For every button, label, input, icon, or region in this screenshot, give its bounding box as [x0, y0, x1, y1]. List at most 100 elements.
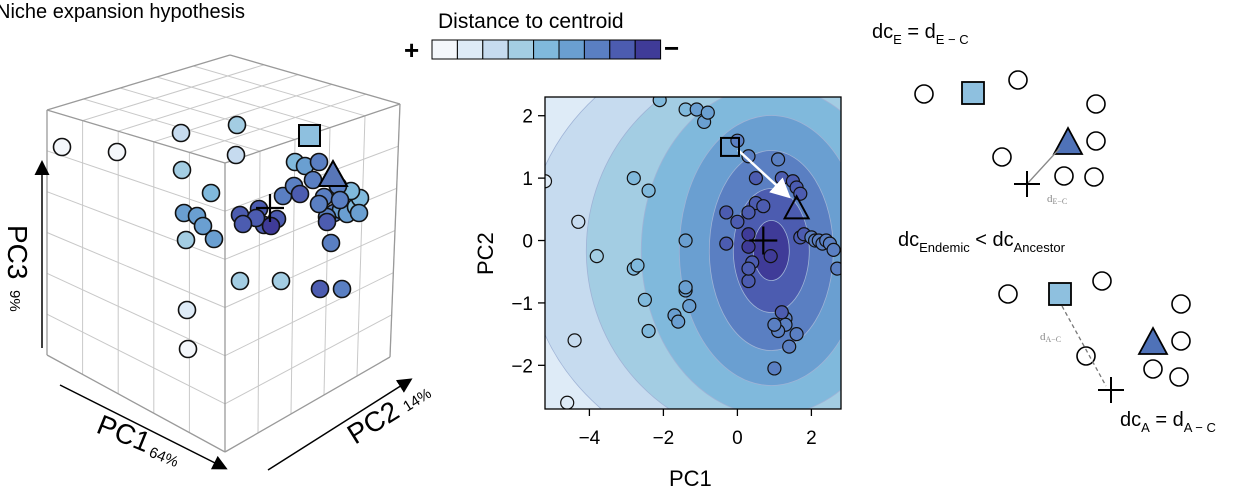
- colorbar-plus: +: [404, 35, 419, 65]
- box-grid-line: [82, 64, 265, 122]
- box-grid-line: [224, 230, 396, 308]
- pca-3d-point: [309, 194, 329, 214]
- pc2-axis-label: PC2: [342, 395, 405, 450]
- dcA-equation: dcA = dA − C: [1120, 409, 1216, 435]
- pca-2d-point: [748, 171, 764, 186]
- box-grid-line: [46, 232, 226, 308]
- pca-3d-ancestor-triangle: [317, 158, 349, 187]
- pca-3d-centroid-cross: [256, 194, 284, 222]
- box-grid-line: [118, 74, 299, 132]
- y-tick-label: −2: [511, 356, 533, 377]
- pca-2d-point: [682, 298, 697, 314]
- pca-2d-point: [637, 292, 653, 307]
- box-edge: [389, 103, 401, 358]
- pca-3d-point: [317, 212, 337, 232]
- pca-3d-point: [176, 230, 196, 250]
- pca-2d-point: [671, 314, 686, 329]
- pca-2d-point: [767, 361, 782, 376]
- schematic-point: [1092, 271, 1112, 291]
- schematic-point: [914, 84, 934, 104]
- shift-arrow: [737, 149, 791, 199]
- pc3-axis-pct: 9%: [6, 290, 23, 312]
- pca-3d-point: [52, 137, 72, 157]
- y-tick-label: 0: [522, 232, 533, 253]
- pca-2d-point: [767, 317, 782, 332]
- pca-3d-point: [204, 229, 224, 249]
- pca-3d-point: [233, 214, 253, 234]
- ancestor-triangle-marker: [1052, 126, 1084, 155]
- pca-2d-point: [741, 273, 756, 289]
- pca-2d-point: [571, 214, 586, 229]
- pca-2d-point: [641, 183, 656, 198]
- pc1-axis-label: PC1: [93, 409, 155, 458]
- pca-3d-point: [230, 271, 250, 291]
- schematic-point: [1076, 346, 1096, 366]
- box-grid-line: [156, 76, 331, 129]
- x-axis-label: PC1: [669, 466, 712, 491]
- pca-2d-special-markers: [720, 136, 811, 255]
- pca-2d-point: [560, 395, 575, 409]
- schematic-point: [1171, 294, 1191, 314]
- box-grid-line: [83, 98, 261, 152]
- x-tick-label: 2: [806, 428, 817, 449]
- pca-2d-ancestor-triangle: [782, 194, 811, 220]
- pca-2d-centroid-cross: [749, 226, 778, 255]
- box-grid-line: [120, 87, 296, 140]
- y-axis-label: PC2: [473, 232, 498, 275]
- inequality: dcEndemic < dcAncestor: [898, 229, 1066, 255]
- schematic-point: [1086, 131, 1106, 151]
- pca-3d-point: [309, 152, 329, 172]
- colorbar-swatch: [533, 39, 560, 60]
- pca-2d-point: [826, 242, 841, 257]
- pc1-arrow: [59, 384, 228, 470]
- schematic-point: [1169, 367, 1189, 387]
- pca-3d-points: [52, 115, 370, 359]
- box-grid-line: [46, 150, 226, 212]
- schematic-point: [1086, 94, 1106, 114]
- colorbar-swatch: [634, 39, 662, 60]
- y-tick-label: −1: [511, 294, 533, 315]
- centroid-cross: [1014, 171, 1040, 197]
- pca-2d-point: [730, 214, 745, 229]
- box-edge: [46, 109, 226, 164]
- pca-3d-point: [227, 115, 247, 135]
- box-grid-line: [224, 314, 392, 405]
- colorbar-swatch: [507, 39, 535, 60]
- box-edge: [46, 54, 231, 111]
- pca-3d-point: [332, 279, 352, 299]
- x-tick-label: −4: [579, 428, 601, 449]
- colorbar-swatch: [583, 39, 611, 60]
- colorbar-swatch: [431, 39, 458, 60]
- schematic-point: [1054, 166, 1074, 186]
- dA-line: [1061, 305, 1107, 387]
- pca-3d-point: [321, 233, 341, 253]
- ancestor-triangle-marker: [1137, 326, 1169, 355]
- pca-2d-point: [545, 174, 553, 189]
- pca-3d-panel: PC3 9% PC1 64% PC2 14%: [2, 54, 435, 471]
- pca-2d-points: [545, 97, 841, 409]
- box-edge: [46, 354, 226, 453]
- colorbar-swatch: [609, 39, 636, 60]
- plot-frame: [544, 96, 842, 410]
- pca-3d-point: [172, 160, 192, 180]
- box-grid-line: [224, 272, 394, 357]
- pca-2d-point: [756, 199, 771, 214]
- schematic-panel: dcE = dE − C dE−C dcEndemic < dcAncestor: [872, 21, 1216, 435]
- box-edge: [229, 54, 401, 105]
- pca-3d-point: [290, 184, 310, 204]
- dA-label: dA−C: [1040, 331, 1061, 344]
- dE-line: [1026, 147, 1061, 185]
- pca-2d-endemic-square: [720, 136, 740, 157]
- schematic-point: [992, 147, 1012, 167]
- pca-2d-point: [741, 227, 756, 242]
- pca-2d-point: [567, 333, 582, 348]
- pca-2d-point: [730, 133, 745, 148]
- pca-2d-point: [789, 327, 804, 342]
- colorbar-minus: −: [664, 33, 679, 63]
- schematic-point: [1171, 331, 1191, 351]
- pca-2d-point: [774, 305, 789, 320]
- pca-3d-point: [178, 339, 198, 359]
- colorbar-swatch: [558, 39, 585, 60]
- pca-2d-point: [626, 171, 641, 186]
